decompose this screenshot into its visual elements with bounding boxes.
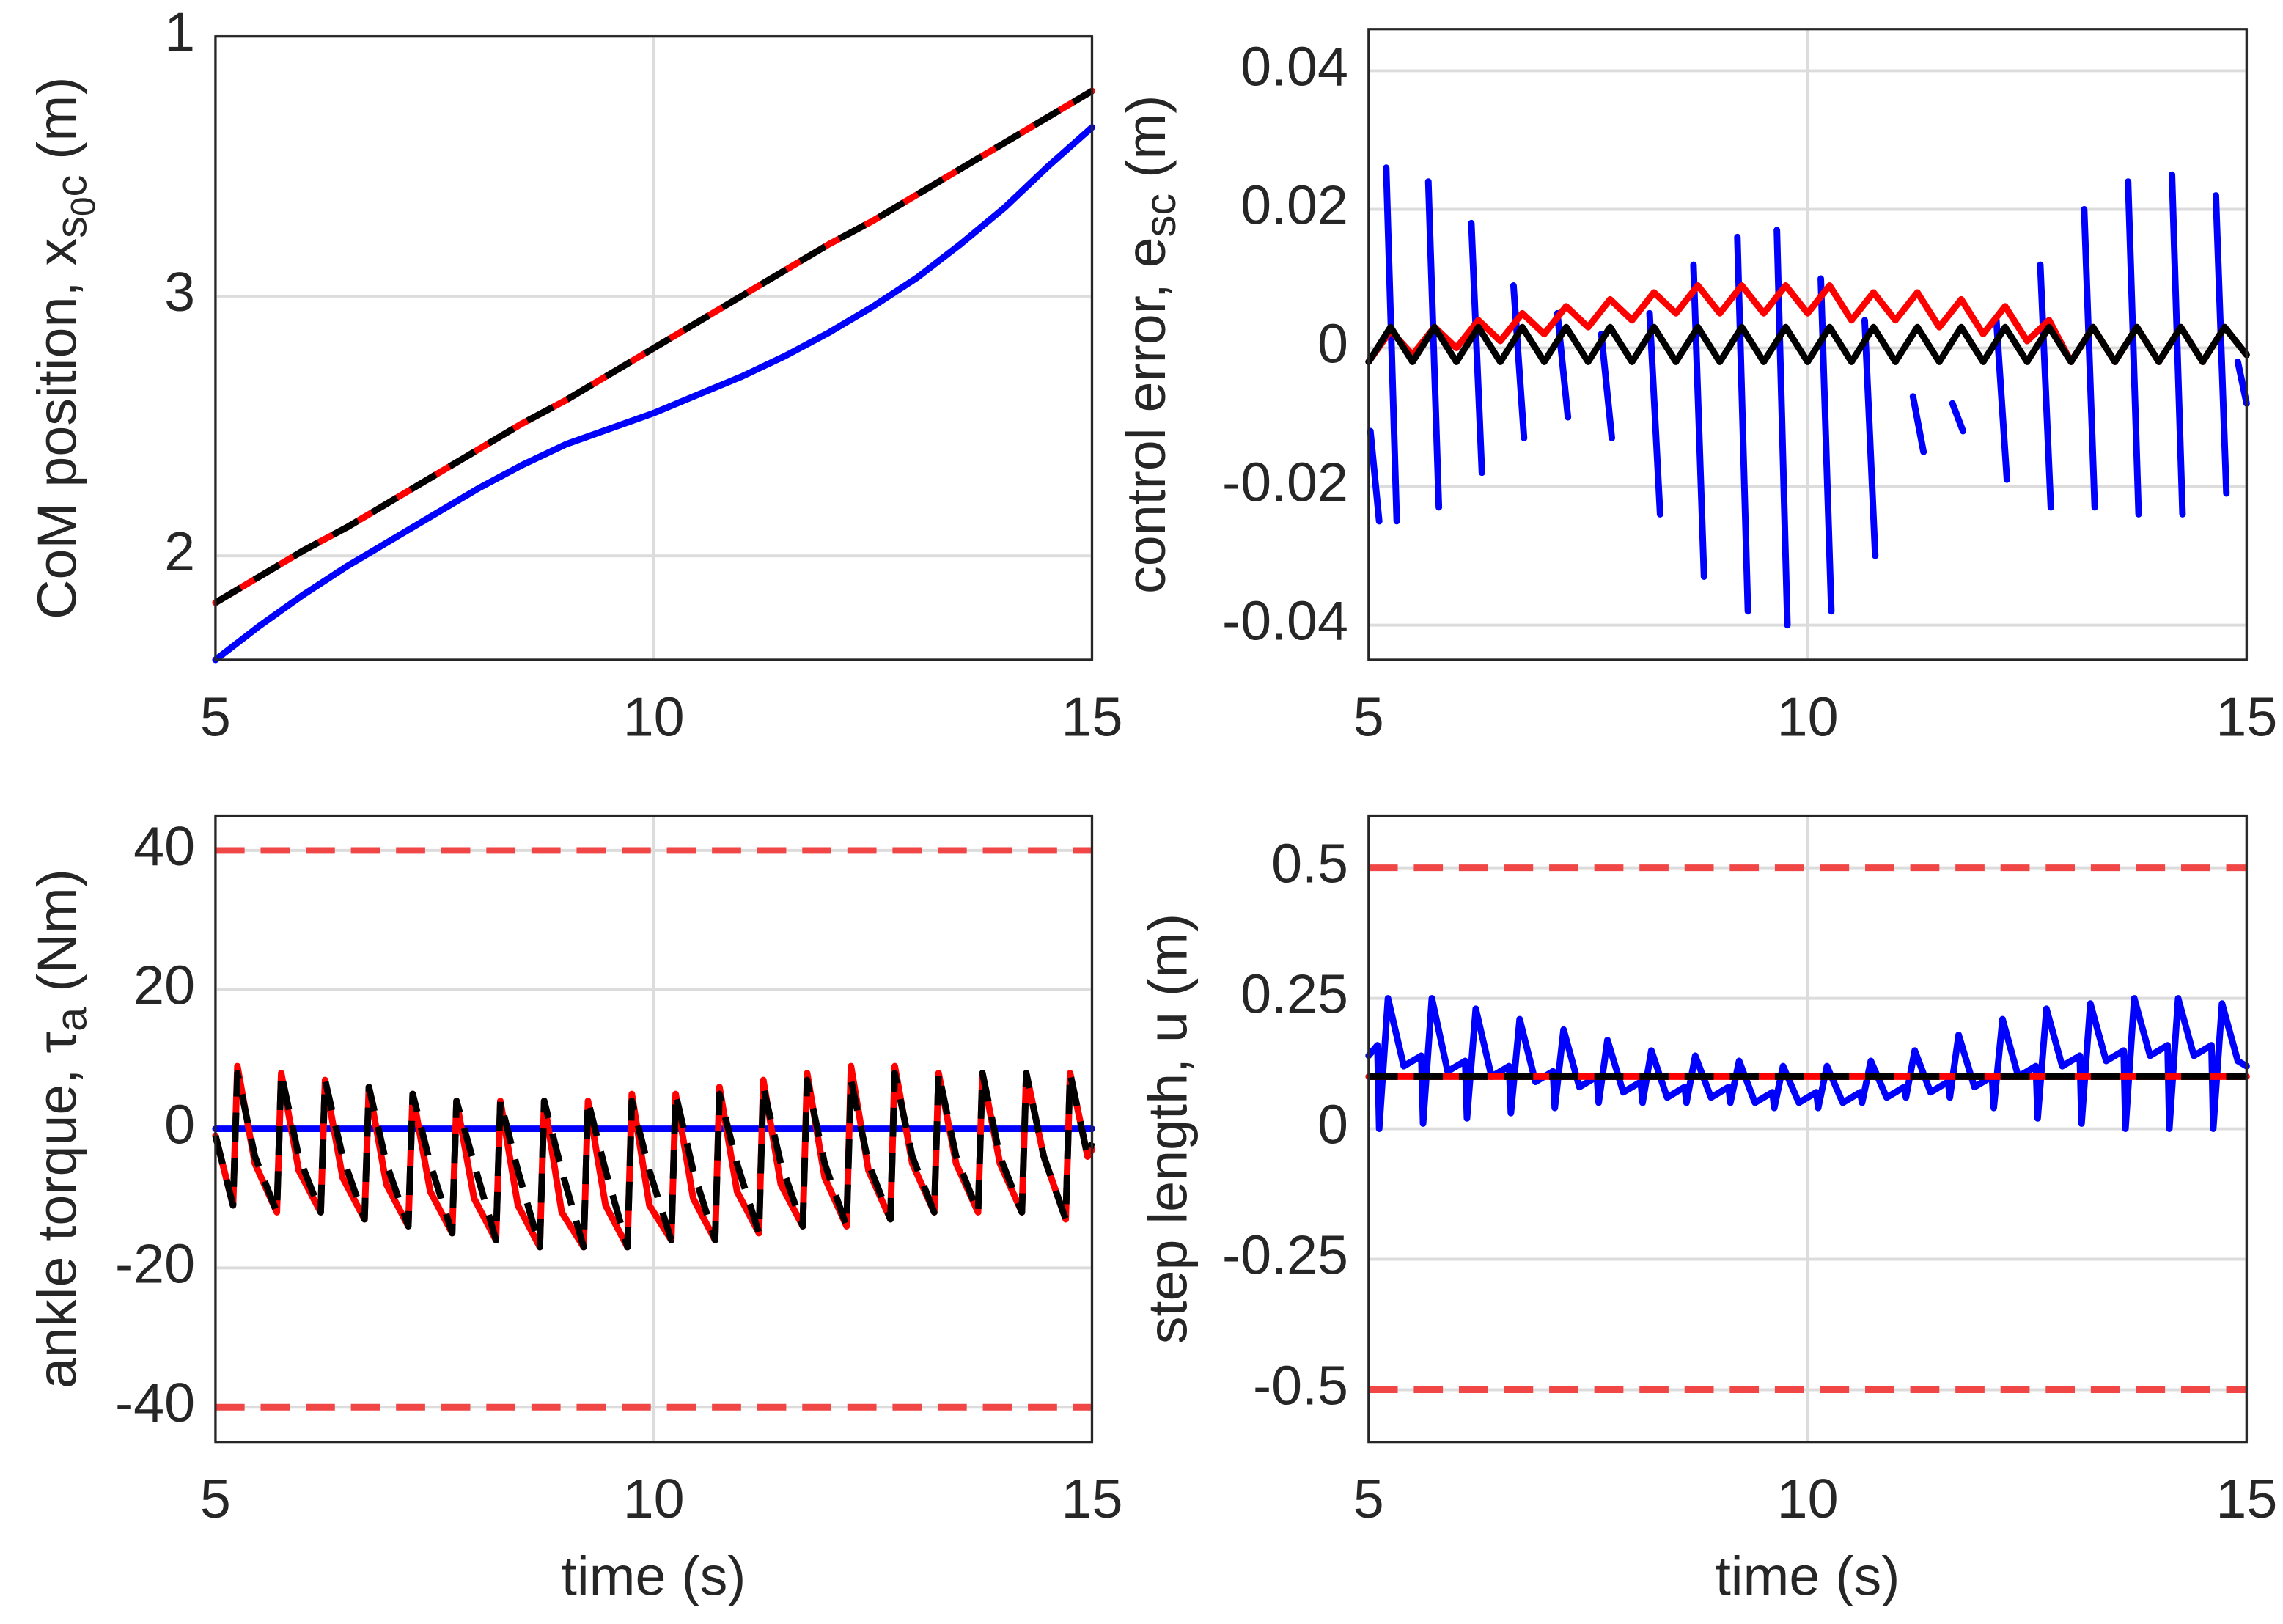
x-tick-label: 10 xyxy=(623,686,685,747)
y-tick-label: -0.04 xyxy=(1222,590,1348,652)
data-line xyxy=(1367,164,2250,629)
x-tick-label: 15 xyxy=(1062,686,1123,747)
y-axis-label-part: ankle torque, xyxy=(26,1054,87,1389)
y-axis-label: control error, esc (m) xyxy=(1115,95,1185,594)
y-tick-label: -0.25 xyxy=(1222,1224,1348,1285)
y-axis-label-part: (m) xyxy=(26,77,87,175)
x-axis-label: time (s) xyxy=(562,1545,746,1606)
y-axis-label: step length, u (m) xyxy=(1137,914,1199,1344)
data-line xyxy=(212,124,1095,664)
axes-box xyxy=(214,814,1094,1444)
x-tick-label: 15 xyxy=(2216,1468,2277,1529)
y-axis-label-part: τ xyxy=(26,1032,87,1054)
x-tick-label: 5 xyxy=(1353,1468,1384,1529)
y-axis-label: CoM position, xs0c (m) xyxy=(26,77,103,620)
y-tick-label: 0 xyxy=(1317,312,1348,374)
x-tick-label: 15 xyxy=(2216,686,2277,747)
x-tick-label: 15 xyxy=(1062,1468,1123,1529)
x-tick-label: 10 xyxy=(1777,686,1839,747)
data-line xyxy=(212,1070,1095,1251)
y-axis-label-part: (m) xyxy=(1115,95,1177,194)
y-tick-label: -0.02 xyxy=(1222,452,1348,513)
y-tick-label: 0 xyxy=(1317,1094,1348,1155)
y-tick-label: 0.04 xyxy=(1240,35,1348,97)
y-axis-label-part: CoM position, x xyxy=(26,238,87,620)
y-axis-label-part: sc xyxy=(1136,194,1185,238)
y-axis-label-part: control error, e xyxy=(1115,237,1177,594)
y-axis-label-part: a xyxy=(46,1007,95,1032)
x-tick-label: 5 xyxy=(200,1468,231,1529)
x-axis-label: time (s) xyxy=(1716,1545,1900,1606)
y-tick-label: -20 xyxy=(115,1232,195,1294)
y-tick-label: 0.5 xyxy=(1271,833,1348,894)
y-tick-label: 3 xyxy=(164,261,195,323)
y-tick-label: 0.02 xyxy=(1240,174,1348,235)
y-axis-label-part: (Nm) xyxy=(26,869,87,1007)
y-axis-label-part: step length, u (m) xyxy=(1137,914,1199,1344)
y-tick-label: 40 xyxy=(133,815,195,877)
y-tick-label: 1 xyxy=(164,1,195,63)
y-tick-label: -40 xyxy=(115,1372,195,1433)
data-line xyxy=(1365,995,2250,1133)
y-tick-label: -0.5 xyxy=(1253,1354,1348,1416)
y-tick-label: 20 xyxy=(133,955,195,1016)
y-axis-label-part: s xyxy=(46,216,95,238)
y-tick-label: 0 xyxy=(164,1094,195,1155)
y-axis-label-part: 0 xyxy=(65,196,103,216)
data-line xyxy=(1365,323,2250,365)
y-axis-label-part: c xyxy=(46,175,95,197)
axes-box xyxy=(214,35,1094,661)
x-tick-label: 10 xyxy=(623,1468,685,1529)
x-tick-label: 5 xyxy=(200,686,231,747)
x-tick-label: 5 xyxy=(1353,686,1384,747)
data-line xyxy=(213,88,1094,606)
axes-box xyxy=(1367,28,2248,661)
y-tick-label: 2 xyxy=(164,521,195,582)
x-tick-label: 10 xyxy=(1777,1468,1839,1529)
y-tick-label: 0.25 xyxy=(1240,963,1348,1025)
axes-box xyxy=(1367,814,2248,1444)
y-axis-label: ankle torque, τa (Nm) xyxy=(26,869,95,1389)
